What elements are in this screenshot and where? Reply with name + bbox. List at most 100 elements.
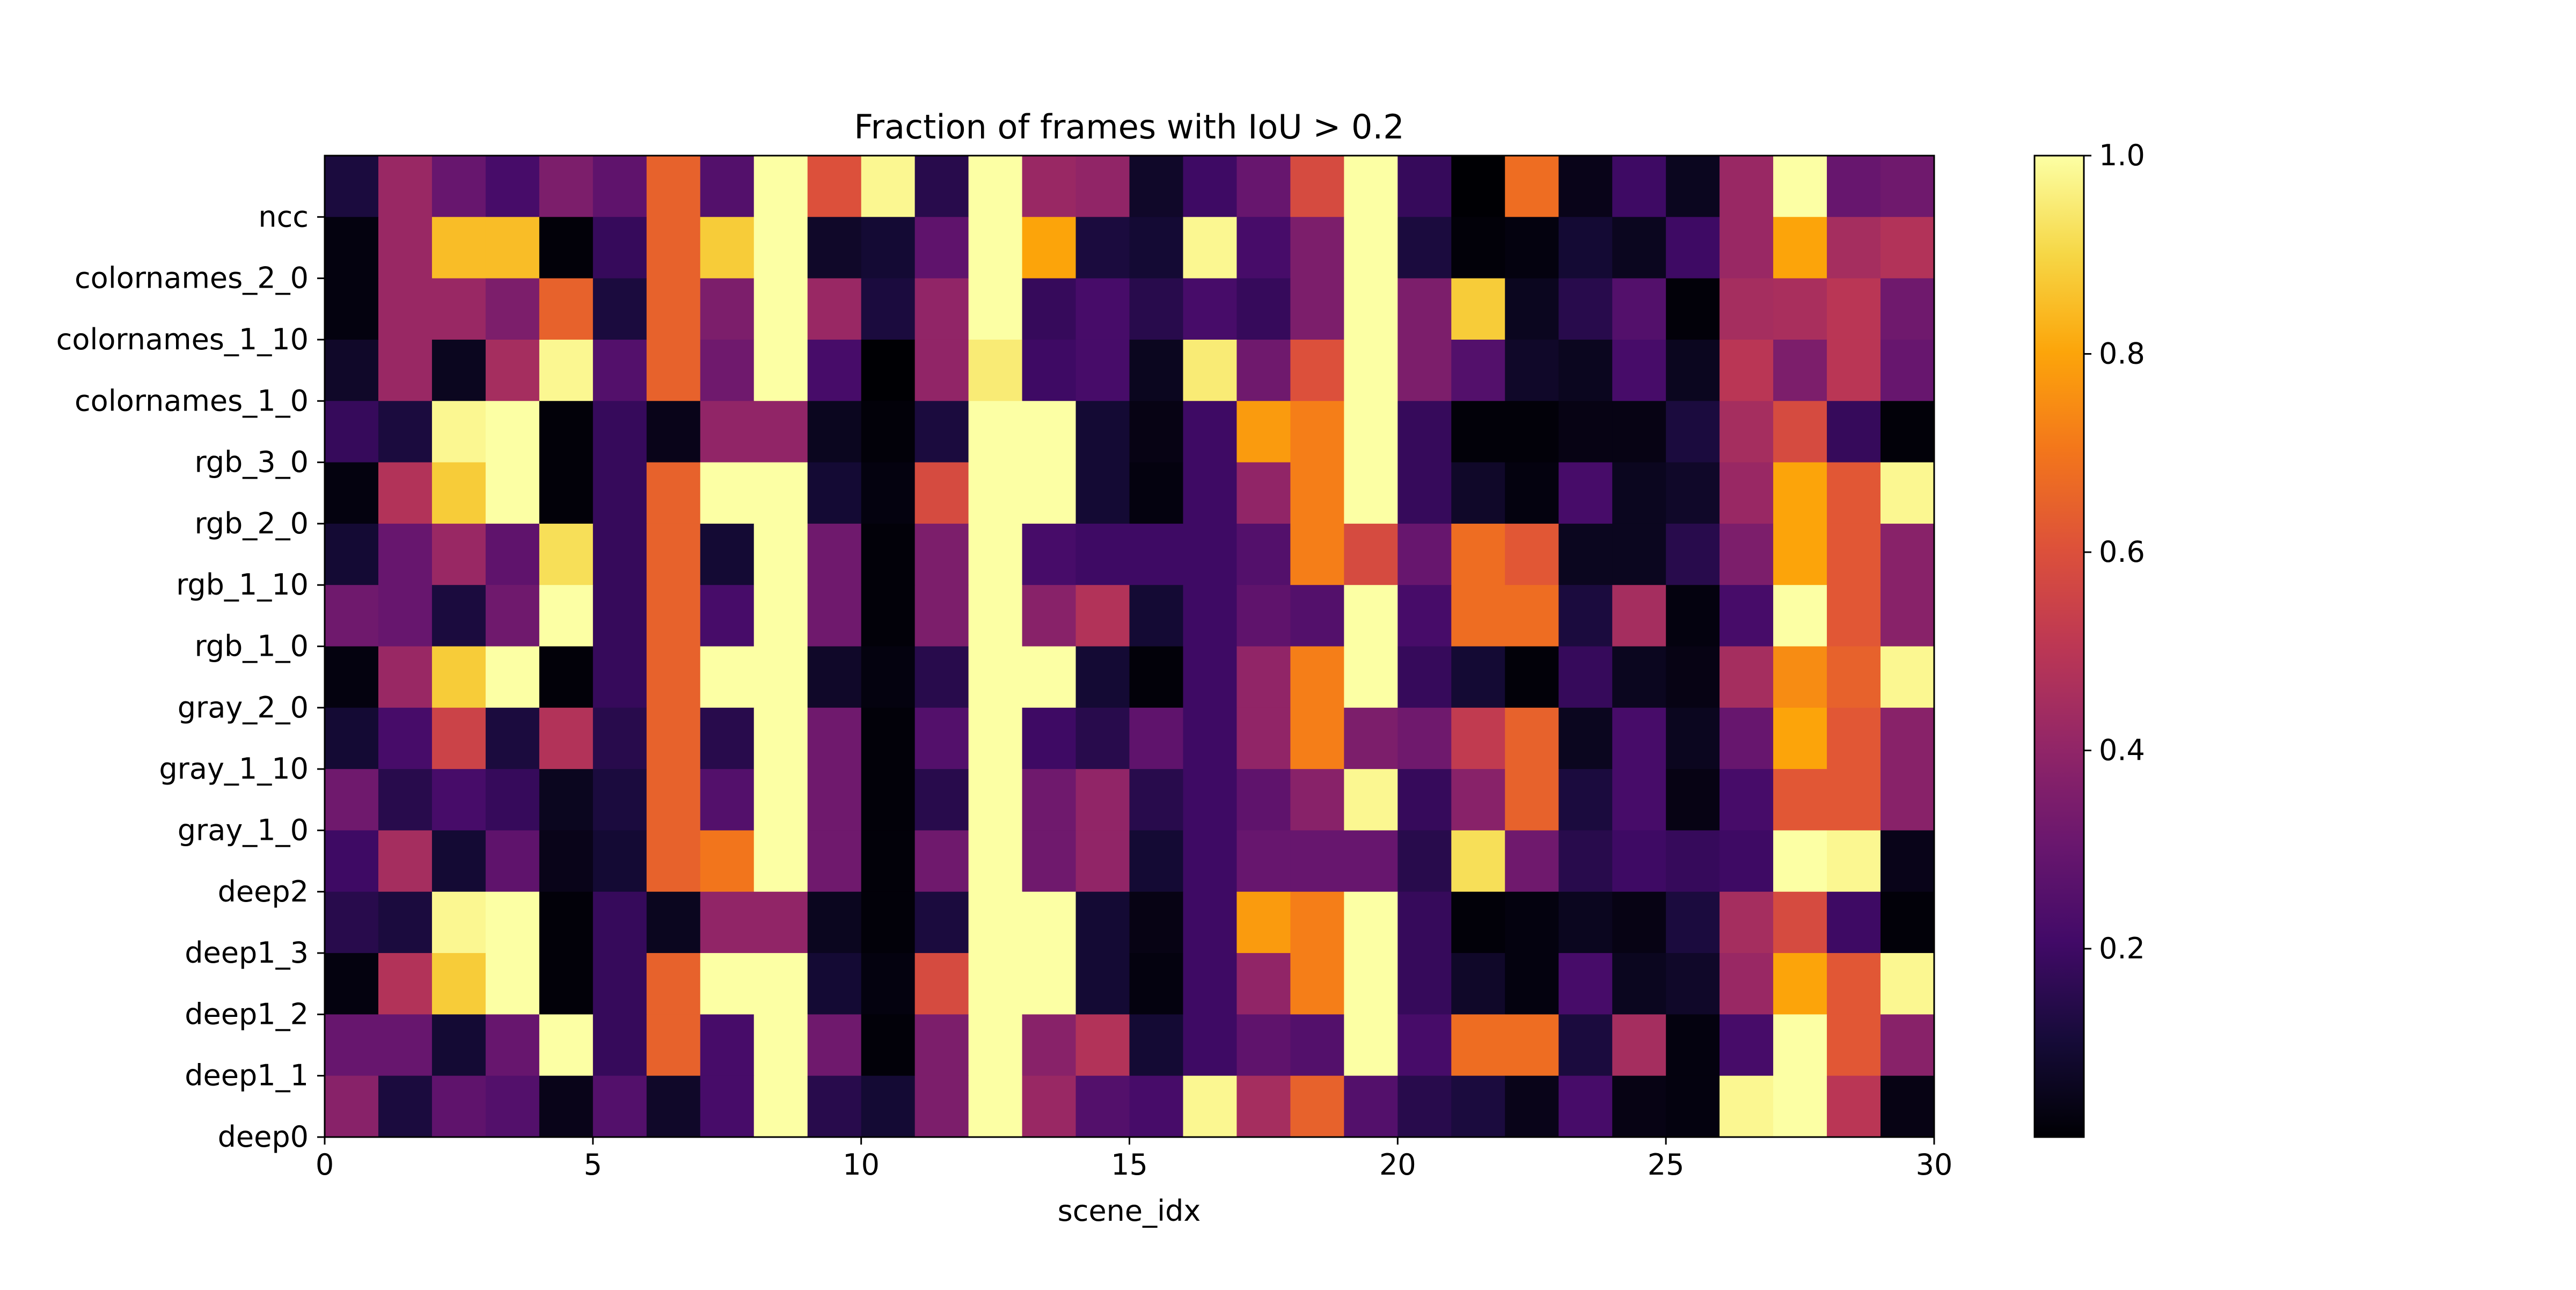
heatmap-cell bbox=[1505, 401, 1559, 463]
heatmap-cell bbox=[807, 953, 862, 1015]
heatmap-cell bbox=[1719, 1075, 1774, 1138]
heatmap-cell bbox=[1344, 339, 1398, 401]
heatmap-cell bbox=[1236, 830, 1291, 892]
heatmap-cell bbox=[1666, 585, 1720, 647]
heatmap-cell bbox=[1183, 707, 1238, 769]
heatmap-cell bbox=[1505, 1014, 1559, 1076]
heatmap-cell bbox=[1075, 953, 1130, 1015]
heatmap-cell bbox=[1075, 830, 1130, 892]
heatmap-cell bbox=[1612, 1075, 1666, 1138]
heatmap-cell bbox=[1558, 953, 1613, 1015]
heatmap-cell bbox=[485, 953, 540, 1015]
heatmap-cell bbox=[1773, 891, 1827, 954]
heatmap-cell bbox=[1666, 401, 1720, 463]
heatmap-cell bbox=[914, 523, 969, 585]
heatmap-cell bbox=[1183, 278, 1238, 340]
heatmap-cell bbox=[807, 462, 862, 524]
heatmap-cell bbox=[861, 339, 916, 401]
heatmap-cell bbox=[431, 953, 486, 1015]
heatmap-cell bbox=[539, 891, 594, 954]
heatmap-cell bbox=[1827, 953, 1881, 1015]
heatmap-cell bbox=[914, 891, 969, 954]
heatmap-cell bbox=[1075, 462, 1130, 524]
heatmap-cell bbox=[914, 769, 969, 831]
heatmap-cell bbox=[1129, 585, 1184, 647]
heatmap-cell bbox=[431, 646, 486, 708]
heatmap-cell bbox=[700, 953, 755, 1015]
heatmap-cell bbox=[1612, 953, 1666, 1015]
heatmap-cell bbox=[1236, 769, 1291, 831]
heatmap-cell bbox=[592, 707, 647, 769]
heatmap-cell bbox=[1505, 156, 1559, 217]
x-axis-label: scene_idx bbox=[1058, 1194, 1201, 1228]
heatmap-cell bbox=[861, 401, 916, 463]
heatmap-cell bbox=[1397, 278, 1452, 340]
heatmap-cell bbox=[1505, 585, 1559, 647]
heatmap-cell bbox=[1290, 646, 1344, 708]
heatmap-cell bbox=[1183, 830, 1238, 892]
x-tick-label: 30 bbox=[1916, 1148, 1953, 1182]
heatmap-cell bbox=[431, 585, 486, 647]
heatmap-cell bbox=[1022, 278, 1077, 340]
heatmap-cell bbox=[646, 646, 701, 708]
heatmap-cell bbox=[1719, 769, 1774, 831]
heatmap-cell bbox=[325, 585, 379, 647]
colorbar-tick-label: 0.8 bbox=[2099, 336, 2145, 370]
heatmap-cell bbox=[807, 401, 862, 463]
y-tick-label: gray_1_10 bbox=[159, 752, 309, 786]
heatmap-cell bbox=[1827, 156, 1881, 217]
heatmap-cell bbox=[1827, 830, 1881, 892]
heatmap-cell bbox=[1612, 646, 1666, 708]
heatmap-cell bbox=[1827, 1075, 1881, 1138]
heatmap-cell bbox=[1558, 339, 1613, 401]
heatmap-cell bbox=[753, 585, 808, 647]
heatmap-cell bbox=[1290, 891, 1344, 954]
heatmap-cell bbox=[1719, 707, 1774, 769]
heatmap-cell bbox=[1236, 156, 1291, 217]
heatmap-cell bbox=[968, 585, 1023, 647]
heatmap-cell bbox=[1290, 523, 1344, 585]
heatmap-cell bbox=[807, 217, 862, 279]
heatmap-cell bbox=[378, 891, 433, 954]
heatmap-cell bbox=[1183, 1014, 1238, 1076]
heatmap-cell bbox=[1612, 891, 1666, 954]
heatmap-cell bbox=[378, 217, 433, 279]
heatmap-cell bbox=[1236, 707, 1291, 769]
heatmap-cell bbox=[1344, 462, 1398, 524]
heatmap-cell bbox=[1236, 401, 1291, 463]
colorbar-tick-label: 1.0 bbox=[2099, 138, 2145, 172]
heatmap-cell bbox=[1290, 830, 1344, 892]
colorbar-ticks: 0.2 0.4 0.6 0.8 1.0 bbox=[2084, 138, 2145, 965]
heatmap-cell bbox=[1880, 217, 1935, 279]
heatmap-cell bbox=[1773, 339, 1827, 401]
heatmap-cell bbox=[646, 523, 701, 585]
heatmap-cell bbox=[1451, 891, 1505, 954]
heatmap-cell bbox=[485, 401, 540, 463]
heatmap-cell bbox=[1666, 891, 1720, 954]
heatmap-cell bbox=[1666, 1014, 1720, 1076]
heatmap-cell bbox=[968, 953, 1023, 1015]
heatmap-cell bbox=[968, 401, 1023, 463]
heatmap-cell bbox=[1022, 1014, 1077, 1076]
y-tick-label: ncc bbox=[258, 200, 309, 233]
heatmap-cell bbox=[1397, 585, 1452, 647]
heatmap-cell bbox=[1022, 707, 1077, 769]
heatmap-cell bbox=[539, 830, 594, 892]
heatmap-cell bbox=[539, 769, 594, 831]
heatmap-cell bbox=[1612, 217, 1666, 279]
heatmap-cell bbox=[378, 156, 433, 217]
heatmap-cell bbox=[539, 1075, 594, 1138]
chart-title: Fraction of frames with IoU > 0.2 bbox=[854, 107, 1404, 146]
heatmap-cell bbox=[700, 462, 755, 524]
heatmap-cell bbox=[1183, 523, 1238, 585]
heatmap-cell bbox=[1397, 462, 1452, 524]
heatmap-cell bbox=[753, 769, 808, 831]
heatmap-cell bbox=[325, 891, 379, 954]
heatmap-cell bbox=[378, 462, 433, 524]
heatmap-cell bbox=[646, 953, 701, 1015]
heatmap-cell bbox=[1558, 1075, 1613, 1138]
heatmap-cell bbox=[807, 156, 862, 217]
heatmap-cell bbox=[646, 156, 701, 217]
heatmap-cell bbox=[914, 156, 969, 217]
heatmap-cells bbox=[325, 156, 1935, 1138]
